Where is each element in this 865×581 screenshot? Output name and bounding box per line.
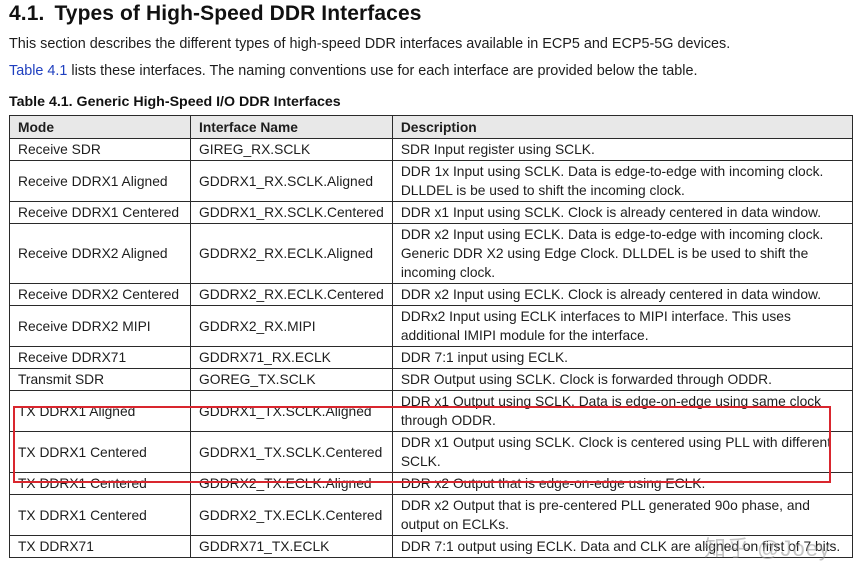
cell-interface: GIREG_RX.SCLK <box>190 138 393 161</box>
table-row-highlighted: TX DDRX1 Centered GDDRX1_TX.SCLK.Centere… <box>9 431 854 473</box>
cell-mode: Receive DDRX71 <box>9 346 191 369</box>
cell-interface: GDDRX2_RX.ECLK.Aligned <box>190 223 393 284</box>
table-row: Receive DDRX2 Centered GDDRX2_RX.ECLK.Ce… <box>9 283 854 306</box>
cell-mode: TX DDRX1 Aligned <box>9 390 191 432</box>
section-title: Types of High-Speed DDR Interfaces <box>54 2 422 25</box>
table-header-row: Mode Interface Name Description <box>9 115 854 139</box>
cell-interface: GDDRX71_TX.ECLK <box>190 535 393 558</box>
table-caption: Table 4.1. Generic High-Speed I/O DDR In… <box>9 94 341 110</box>
cell-mode: TX DDRX1 Centered <box>9 431 191 473</box>
section-number: 4.1. <box>9 2 45 25</box>
table-row: Transmit SDR GOREG_TX.SCLK SDR Output us… <box>9 368 854 391</box>
table-row: TX DDRX1 Centered GDDRX2_TX.ECLK.Aligned… <box>9 472 854 495</box>
cell-mode: TX DDRX1 Centered <box>9 472 191 495</box>
cell-interface: GDDRX2_TX.ECLK.Centered <box>190 494 393 536</box>
cell-description: DDR x1 Output using SCLK. Data is edge-o… <box>391 390 854 432</box>
cell-interface: GDDRX2_TX.ECLK.Aligned <box>190 472 393 495</box>
watermark: 知乎 @Joey <box>704 536 831 561</box>
cell-mode: Receive DDRX1 Aligned <box>9 160 191 202</box>
section-heading: 4.1. Types of High-Speed DDR Interfaces <box>9 2 422 26</box>
cell-description: DDR x1 Input using SCLK. Clock is alread… <box>391 201 854 224</box>
cell-description: DDR x2 Input using ECLK. Data is edge-to… <box>391 223 854 284</box>
table-row: TX DDRX71 GDDRX71_TX.ECLK DDR 7:1 output… <box>9 535 854 558</box>
table-row: Receive SDR GIREG_RX.SCLK SDR Input regi… <box>9 138 854 161</box>
cell-mode: TX DDRX71 <box>9 535 191 558</box>
table-row-highlighted: TX DDRX1 Aligned GDDRX1_TX.SCLK.Aligned … <box>9 390 854 432</box>
table-row: Receive DDRX1 Aligned GDDRX1_RX.SCLK.Ali… <box>9 160 854 202</box>
cell-description: DDR 7:1 input using ECLK. <box>391 346 854 369</box>
header-interface-name: Interface Name <box>190 115 393 139</box>
cell-mode: Receive DDRX2 Aligned <box>9 223 191 284</box>
table-row: Receive DDRX71 GDDRX71_RX.ECLK DDR 7:1 i… <box>9 346 854 369</box>
cell-description: DDR 1x Input using SCLK. Data is edge-to… <box>391 160 854 202</box>
table-row: Receive DDRX2 MIPI GDDRX2_RX.MIPI DDRx2 … <box>9 305 854 347</box>
table-row: Receive DDRX1 Centered GDDRX1_RX.SCLK.Ce… <box>9 201 854 224</box>
cell-mode: Receive SDR <box>9 138 191 161</box>
cell-interface: GDDRX1_TX.SCLK.Aligned <box>190 390 393 432</box>
cell-description: DDR x2 Output that is pre-centered PLL g… <box>391 494 854 536</box>
cell-description: DDR x2 Output that is edge-on-edge using… <box>391 472 854 495</box>
cell-interface: GDDRX1_RX.SCLK.Centered <box>190 201 393 224</box>
cell-description: SDR Input register using SCLK. <box>391 138 854 161</box>
cell-description: DDR x1 Output using SCLK. Clock is cente… <box>391 431 854 473</box>
cell-description: DDR 7:1 output using ECLK. Data and CLK … <box>391 535 854 558</box>
cell-interface: GDDRX1_RX.SCLK.Aligned <box>190 160 393 202</box>
table-row: Receive DDRX2 Aligned GDDRX2_RX.ECLK.Ali… <box>9 223 854 284</box>
cell-mode: Receive DDRX2 Centered <box>9 283 191 306</box>
cell-mode: Receive DDRX2 MIPI <box>9 305 191 347</box>
intro-paragraph: This section describes the different typ… <box>9 36 731 52</box>
cell-description: DDR x2 Input using ECLK. Clock is alread… <box>391 283 854 306</box>
table-4-1-link[interactable]: Table 4.1 <box>9 63 68 79</box>
paragraph-text: lists these interfaces. The naming conve… <box>67 63 698 79</box>
table-reference-paragraph: Table 4.1 lists these interfaces. The na… <box>9 63 698 79</box>
cell-interface: GDDRX71_RX.ECLK <box>190 346 393 369</box>
cell-interface: GDDRX1_TX.SCLK.Centered <box>190 431 393 473</box>
cell-description: DDRx2 Input using ECLK interfaces to MIP… <box>391 305 854 347</box>
cell-mode: Transmit SDR <box>9 368 191 391</box>
header-mode: Mode <box>9 115 191 139</box>
cell-interface: GOREG_TX.SCLK <box>190 368 393 391</box>
cell-description: SDR Output using SCLK. Clock is forwarde… <box>391 368 854 391</box>
cell-interface: GDDRX2_RX.MIPI <box>190 305 393 347</box>
table-row: TX DDRX1 Centered GDDRX2_TX.ECLK.Centere… <box>9 494 854 536</box>
cell-mode: Receive DDRX1 Centered <box>9 201 191 224</box>
cell-mode: TX DDRX1 Centered <box>9 494 191 536</box>
cell-interface: GDDRX2_RX.ECLK.Centered <box>190 283 393 306</box>
header-description: Description <box>391 115 854 139</box>
ddr-interfaces-table: Mode Interface Name Description Receive … <box>9 115 854 558</box>
